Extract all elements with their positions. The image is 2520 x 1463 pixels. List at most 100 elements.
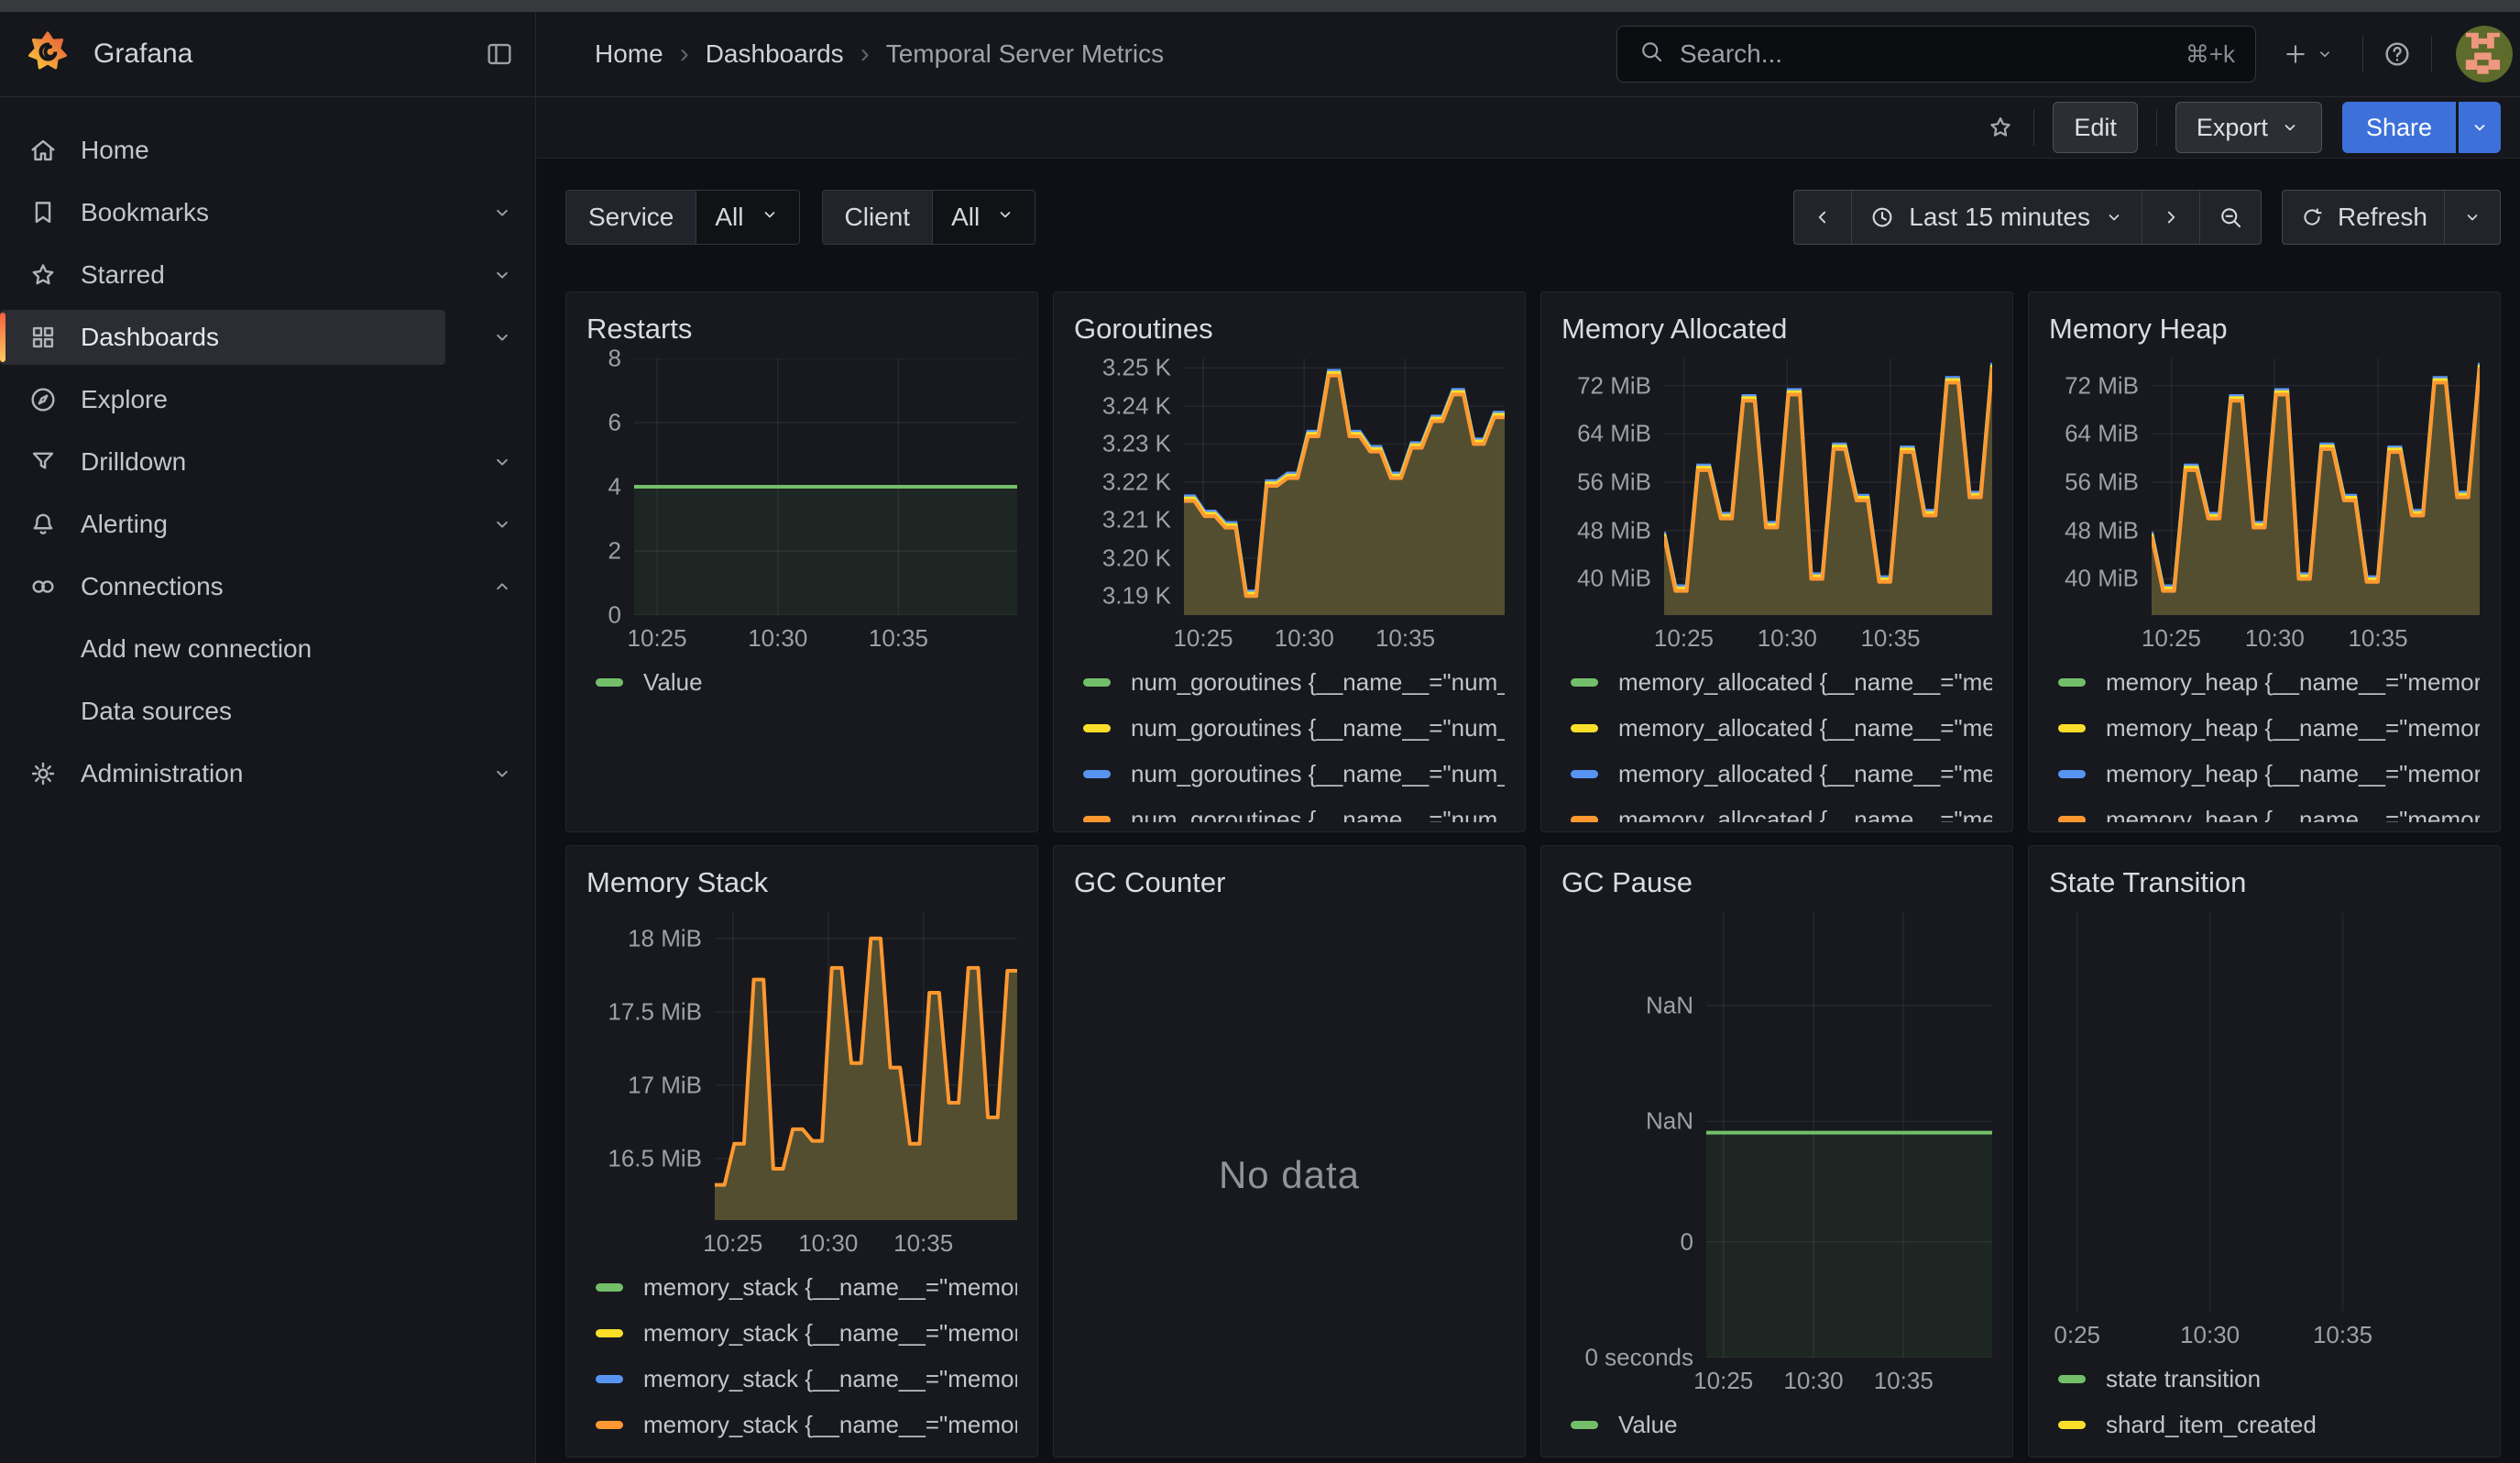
y-axis-tick-label: 3.19 K [1102,582,1171,610]
sidebar-item-dashboards[interactable]: Dashboards [0,310,445,365]
topbar-left: Grafana [0,12,536,96]
y-axis-tick-label: 3.21 K [1102,506,1171,534]
legend-item[interactable]: memory_stack {__name__="memory_s [586,1264,1017,1310]
variable-value-dropdown[interactable]: All [932,191,1035,244]
plot-region[interactable] [715,912,1017,1220]
dashboard-toolbar: Edit Export Share [536,97,2520,159]
breadcrumb-item-home[interactable]: Home [595,39,663,69]
panel-title[interactable]: Memory Stack [586,863,1017,903]
legend-item[interactable]: memory_allocated {__name__="memo [1561,751,1992,797]
variable-client[interactable]: ClientAll [822,190,1036,245]
panel-title[interactable]: GC Pause [1561,863,1992,903]
legend-item[interactable]: memory_stack {__name__="memory_s [586,1310,1017,1356]
plot-region[interactable] [1706,912,1992,1358]
time-shift-back-button[interactable] [1794,191,1851,244]
chevron-up-icon[interactable] [482,575,522,599]
legend-item[interactable]: shard_item_created [2049,1402,2480,1447]
refresh-interval-dropdown[interactable] [2444,191,2500,244]
share-dropdown-button[interactable] [2459,102,2501,153]
x-axis-labels: 10:2510:3010:35 [1706,1358,1992,1398]
panel-title[interactable]: GC Counter [1074,863,1505,903]
panel-title[interactable]: Memory Heap [2049,309,2480,349]
search-input[interactable]: Search... ⌘+k [1616,26,2256,82]
legend-item[interactable]: num_goroutines {__name__="num_go [1074,659,1505,705]
sidebar-item-explore[interactable]: Explore [0,372,486,427]
sidebar-item-home[interactable]: Home [0,123,486,178]
refresh-button[interactable]: Refresh [2283,191,2444,244]
help-button[interactable] [2382,38,2413,70]
time-range-picker[interactable]: Last 15 minutes [1851,191,2142,244]
user-avatar[interactable] [2456,26,2513,82]
chevron-down-icon[interactable] [482,512,522,536]
sidebar-row-bookmarks: Bookmarks [0,183,535,242]
panel-title[interactable]: State Transition [2049,863,2480,903]
legend-item[interactable]: Value [1561,1402,1992,1447]
legend-item[interactable]: memory_heap {__name__="memory_h [2049,705,2480,751]
sidebar-item-add-new-connection[interactable]: Add new connection [0,622,486,676]
export-button[interactable]: Export [2175,102,2322,153]
plot-region[interactable] [2152,358,2480,615]
legend-item[interactable]: memory_allocated {__name__="memo [1561,797,1992,822]
x-axis-tick-label: 10:30 [1758,624,1817,653]
sidebar-item-drilldown[interactable]: Drilldown [0,434,445,490]
legend-item[interactable]: memory_allocated {__name__="memo [1561,659,1992,705]
navigation-sidebar: Home Bookmarks Starred Dashboards Explore Dri… [0,97,536,1463]
chevron-down-icon[interactable] [482,450,522,474]
variable-service[interactable]: ServiceAll [565,190,800,245]
legend-item[interactable]: num_goroutines {__name__="num_go [1074,705,1505,751]
edit-button[interactable]: Edit [2053,102,2138,153]
legend-item[interactable]: memory_heap {__name__="memory_h [2049,751,2480,797]
y-axis-labels: 18 MiB17.5 MiB17 MiB16.5 MiB [586,912,715,1220]
favorite-star-button[interactable] [1986,113,2015,142]
search-placeholder: Search... [1680,39,2186,69]
chevron-down-icon[interactable] [482,762,522,786]
sidebar-item-administration[interactable]: Administration [0,746,445,801]
legend-item[interactable]: memory_heap {__name__="memory_h [2049,797,2480,822]
grafana-logo[interactable] [26,29,70,80]
panel-title[interactable]: Restarts [586,309,1017,349]
new-menu-button[interactable] [2282,40,2335,68]
panel-title[interactable]: Goroutines [1074,309,1505,349]
legend-item[interactable]: memory_allocated {__name__="memo [1561,705,1992,751]
time-shift-forward-button[interactable] [2142,191,2199,244]
legend-item[interactable]: memory_stack {__name__="memory_s [586,1402,1017,1447]
plot-region[interactable] [634,358,1017,615]
sidebar-item-label: Connections [81,572,224,601]
y-axis-labels [2049,912,2058,1312]
sidebar-item-data-sources[interactable]: Data sources [0,684,486,739]
legend-item[interactable]: memory_heap {__name__="memory_h [2049,659,2480,705]
sidebar-item-starred[interactable]: Starred [0,248,445,302]
legend-item[interactable]: memory_stack {__name__="memory_s [586,1356,1017,1402]
chart-area: NaNNaN00 seconds [1561,912,1992,1358]
x-axis-tick-label: 10:35 [869,624,928,653]
zoom-out-button[interactable] [2199,191,2261,244]
breadcrumb-item-dashboards[interactable]: Dashboards [706,39,844,69]
legend-item[interactable]: num_goroutines {__name__="num_go [1074,751,1505,797]
y-axis-tick-label: NaN [1646,1107,1693,1136]
legend-swatch [1571,816,1598,823]
plot-region[interactable] [2058,912,2480,1312]
panel-title[interactable]: Memory Allocated [1561,309,1992,349]
legend-item[interactable]: num_goroutines {__name__="num_go [1074,797,1505,822]
dashboard-canvas: ServiceAll ClientAll Last 15 minutes Refre… [536,159,2520,1463]
legend-item[interactable]: Value [586,659,1017,705]
sidebar-row-dashboards: Dashboards [0,308,535,367]
chevron-down-icon[interactable] [482,201,522,225]
legend-swatch [1571,724,1598,732]
plot-region[interactable] [1184,358,1505,615]
share-button-label: Share [2366,114,2432,142]
chevron-down-icon[interactable] [482,325,522,349]
divider [2362,36,2363,72]
sidebar-item-bookmarks[interactable]: Bookmarks [0,185,445,240]
sidebar-item-alerting[interactable]: Alerting [0,497,445,552]
legend-item[interactable]: state transition [2049,1356,2480,1402]
variable-value-dropdown[interactable]: All [696,191,798,244]
sidebar-item-connections[interactable]: Connections [0,559,445,614]
share-button[interactable]: Share [2342,102,2456,153]
legend-swatch [596,1421,623,1429]
plot-region[interactable] [1664,358,1992,615]
sidebar-toggle-button[interactable] [484,38,515,70]
sidebar-item-label: Add new connection [81,634,312,664]
chevron-down-icon[interactable] [482,263,522,287]
y-axis-tick-label: 4 [608,473,621,501]
